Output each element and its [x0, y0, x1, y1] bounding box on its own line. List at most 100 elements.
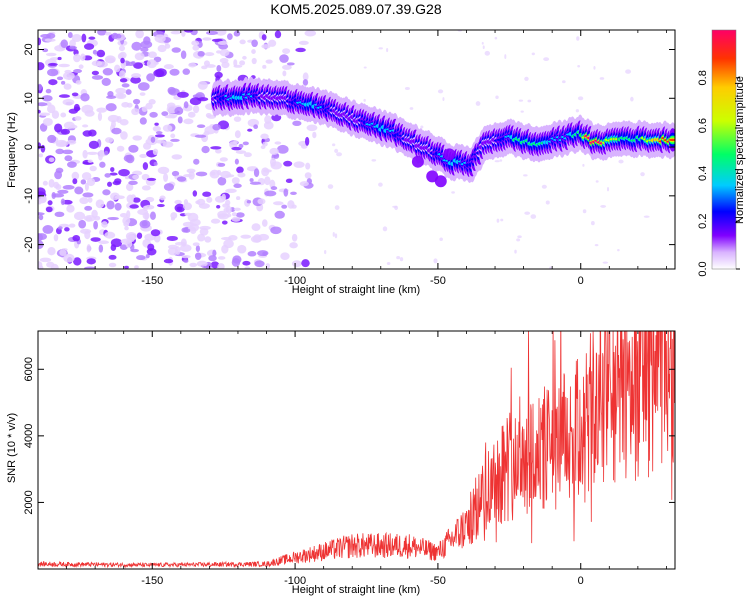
heatmap-noise-blob [251, 49, 256, 55]
heatmap-noise-blob [170, 138, 180, 142]
heatmap-noise-blob [251, 223, 261, 232]
heatmap-noise-blob [167, 86, 176, 95]
heatmap-noise-blob [125, 183, 134, 192]
heatmap-noise-blob [221, 244, 229, 254]
heatmap-noise-blob [250, 235, 262, 243]
heatmap-noise-blob [89, 165, 97, 172]
heatmap-noise-blob [195, 245, 200, 253]
heatmap-noise-blob [80, 93, 90, 102]
heatmap-noise-blob [217, 263, 225, 269]
spectrogram-ytick-label: 10 [23, 92, 35, 104]
heatmap-noise-blob [280, 252, 290, 261]
spectrogram-ylabel: Frequency (Hz) [6, 112, 18, 188]
heatmap-noise-blob [119, 119, 129, 126]
heatmap-noise-blob [162, 124, 173, 132]
colorbar-tick-label: 0.6 [697, 118, 709, 133]
heatmap-noise-blob [128, 180, 138, 186]
heatmap-noise-blob [249, 178, 254, 182]
heatmap-noise-blob [91, 70, 99, 76]
snr-ytick-label: 6000 [23, 357, 35, 381]
heatmap-noise-blob [192, 242, 200, 247]
heatmap-noise-blob [437, 89, 444, 94]
heatmap-noise-blob [299, 181, 309, 187]
heatmap-noise-blob [247, 251, 257, 257]
heatmap-noise-blob [58, 63, 70, 68]
heatmap-noise-blob [630, 96, 634, 102]
spectrogram-xtick-label: 0 [578, 275, 584, 287]
heatmap-noise-blob [169, 68, 180, 76]
spectrogram-xlabel: Height of straight line (km) [292, 284, 420, 296]
heatmap-noise-blob [115, 87, 127, 94]
heatmap-noise-blob [157, 203, 165, 208]
heatmap-noise-blob [45, 206, 53, 213]
heatmap-noise-blob [291, 260, 302, 268]
heatmap-noise-blob [38, 214, 44, 221]
heatmap-noise-blob [214, 30, 227, 36]
heatmap-noise-blob [334, 148, 339, 153]
heatmap-noise-blob [92, 49, 98, 55]
heatmap-noise-blob [129, 204, 139, 209]
heatmap-noise-blob [577, 65, 581, 68]
heatmap-noise-blob [231, 177, 240, 185]
heatmap-noise-blob [58, 94, 71, 98]
heatmap-noise-blob [68, 223, 76, 228]
heatmap-noise-blob [212, 123, 221, 131]
heatmap-noise-blob [130, 76, 141, 84]
heatmap-noise-blob [233, 207, 241, 211]
heatmap-noise-blob [236, 166, 244, 174]
heatmap-noise-blob [79, 197, 89, 205]
heatmap-noise-blob [93, 220, 98, 230]
heatmap-noise-blob [600, 204, 607, 208]
heatmap-noise-blob [606, 187, 610, 192]
heatmap-noise-blob [86, 151, 98, 155]
heatmap-noise-blob [124, 226, 129, 231]
heatmap-noise-blob [44, 38, 56, 42]
heatmap-noise-blob [582, 163, 585, 167]
heatmap-noise-blob [215, 148, 222, 154]
heatmap-noise-blob [233, 64, 243, 68]
heatmap-noise-blob [146, 59, 157, 69]
heatmap-noise-blob [146, 177, 157, 181]
heatmap-noise-blob [242, 55, 247, 60]
heatmap-noise-blob [56, 76, 64, 81]
heatmap-noise-blob [78, 64, 84, 69]
heatmap-noise-blob [283, 188, 289, 197]
heatmap-noise-blob [159, 195, 166, 201]
heatmap-noise-blob [264, 176, 271, 186]
heatmap-noise-blob [378, 47, 383, 50]
heatmap-noise-blob [176, 176, 187, 182]
heatmap-noise-blob [163, 64, 174, 70]
heatmap-noise-blob [107, 181, 113, 187]
heatmap-noise-blob [132, 174, 139, 180]
heatmap-noise-blob [253, 124, 259, 130]
heatmap-noise-blob [187, 111, 196, 118]
heatmap-noise-blob [47, 134, 57, 144]
heatmap-noise-blob [139, 117, 147, 125]
heatmap-noise-blob [279, 54, 289, 63]
heatmap-noise-blob [86, 258, 96, 265]
heatmap-noise-blob [180, 50, 187, 60]
heatmap-noise-blob [105, 137, 114, 143]
heatmap-noise-blob [150, 136, 156, 143]
heatmap-noise-blob [192, 105, 200, 114]
heatmap-noise-blob [98, 240, 110, 245]
heatmap-noise-blob [152, 148, 159, 156]
heatmap-noise-blob [57, 56, 62, 61]
heatmap-noise-blob [231, 212, 237, 217]
spectrogram-xtick-label: -100 [284, 275, 306, 287]
snr-panel: -150 -100 -50 0 2000 4000 6000 Height of strai… [6, 330, 676, 596]
heatmap-noise-blob [204, 236, 212, 243]
snr-xlabel: Height of straight line (km) [292, 584, 420, 596]
heatmap-noise-blob [73, 106, 81, 112]
heatmap-noise-blob [261, 167, 270, 177]
heatmap-noise-blob [382, 226, 388, 232]
snr-xtick-label: -50 [430, 575, 446, 587]
heatmap-noise-blob [439, 237, 443, 242]
heatmap-noise-blob [209, 169, 220, 179]
heatmap-noise-blob [188, 62, 197, 68]
heatmap-noise-blob [182, 202, 192, 211]
heatmap-noise-blob [499, 159, 503, 162]
heatmap-noise-blob [75, 80, 82, 85]
snr-ylabel: SNR (10 * v/v) [6, 413, 18, 483]
